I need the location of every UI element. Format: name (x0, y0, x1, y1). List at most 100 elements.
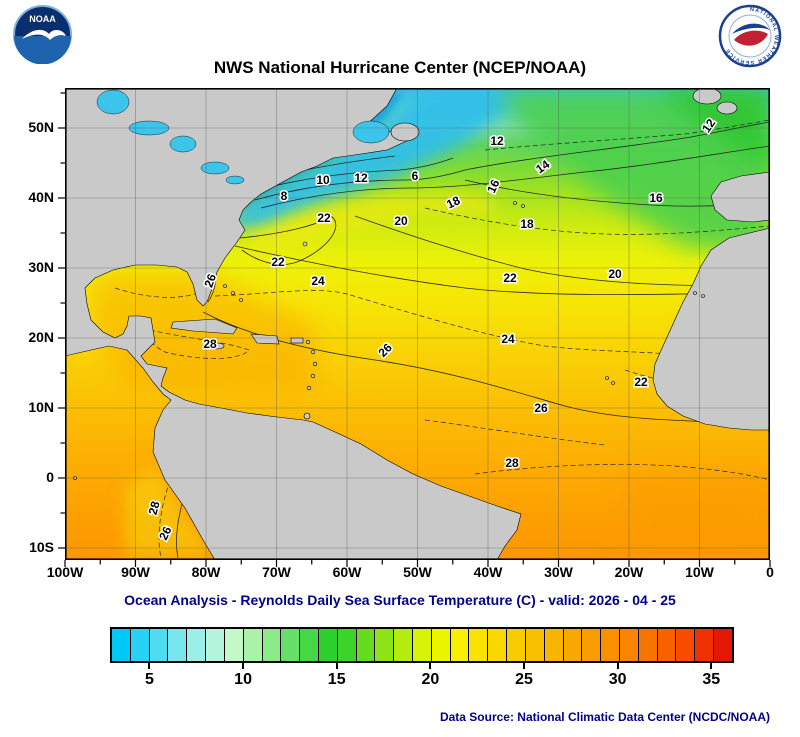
lat-axis-label: 30N (28, 259, 54, 275)
colorbar-segment (318, 629, 338, 661)
island-azores (513, 201, 517, 205)
great-lake (169, 135, 197, 153)
island-azores (521, 204, 525, 208)
lon-axis-label: 50W (403, 564, 432, 580)
colorbar-segment (507, 629, 526, 661)
contour-label: 6 (412, 169, 419, 183)
colorbar-segment (488, 629, 508, 661)
land-iberia (710, 171, 770, 223)
colorbar-tick (616, 663, 619, 669)
colorbar-tick (710, 663, 713, 669)
contour-label: 28 (505, 456, 519, 470)
colorbar-segment (224, 629, 244, 661)
land-british-isles-2 (716, 101, 738, 115)
lon-axis-label: 60W (332, 564, 362, 580)
contour-label: 8 (281, 189, 288, 203)
colorbar-segment (337, 629, 357, 661)
colorbar-tick-label: 30 (608, 671, 627, 688)
colorbar-segment (638, 629, 658, 661)
lon-axis-label: 0 (766, 564, 774, 580)
colorbar (110, 627, 734, 663)
colorbar-ticks: 5 10 15 20 25 30 35 (112, 663, 730, 695)
lon-axis-labels: 100W 90W 80W 70W 60W 50W 40W 30W 20W 10W 0 (47, 564, 774, 584)
grid-lines (65, 88, 770, 560)
colorbar-segment (714, 629, 732, 661)
land-british-isles (692, 88, 722, 105)
island-antilles (310, 373, 316, 379)
land-group (65, 88, 770, 560)
colorbar-segment (563, 629, 583, 661)
contour-label: 16 (649, 191, 663, 205)
colorbar-segment (206, 629, 225, 661)
lon-axis-label: 90W (121, 564, 150, 580)
island-bahamas (231, 291, 235, 295)
colorbar-segment (413, 629, 432, 661)
colorbar-segment (544, 629, 564, 661)
gulf-stream-warm-tongue (243, 192, 495, 252)
colorbar-tick (335, 663, 338, 669)
contour-label: 22 (503, 271, 517, 285)
colorbar-segment (130, 629, 150, 661)
map-area: 8 10 12 6 12 12 14 16 16 18 18 20 20 22 22 22 22 24 24 26 26… (58, 88, 771, 567)
island-trinidad (303, 412, 311, 420)
colorbar-segment (601, 629, 620, 661)
contour-label: 22 (271, 255, 285, 269)
island-canaries (693, 291, 697, 295)
land-africa (652, 227, 770, 431)
colorbar-segment (300, 629, 319, 661)
island-hispaniola (250, 333, 280, 345)
colorbar-tick (242, 663, 245, 669)
lat-axis-labels: 50N 40N 30N 20N 10N 0 10S (0, 88, 58, 560)
island-cape-verde (605, 376, 609, 380)
land-americas (65, 88, 522, 560)
contour-label: 26 (534, 401, 548, 415)
colorbar-tick-label: 25 (515, 671, 533, 688)
island-newfoundland (390, 122, 420, 142)
map-frame (65, 88, 771, 560)
lon-axis-label: 80W (191, 564, 221, 580)
lat-axis-label: 20N (28, 329, 54, 345)
colorbar-segment (375, 629, 395, 661)
island-bahamas (223, 284, 227, 288)
lat-axis-label: 10N (28, 399, 54, 415)
colorbar-segment (356, 629, 376, 661)
colorbar-segment (262, 629, 282, 661)
lakes-group (96, 89, 390, 185)
axis-ticks (58, 92, 771, 567)
lon-axis-label: 20W (614, 564, 644, 580)
island-puerto-rico (290, 337, 304, 344)
noaa-logo-lower-half (14, 36, 71, 64)
noaa-logo-text: NOAA (29, 14, 56, 24)
colorbar-segment (676, 629, 696, 661)
lat-axis-label: 10S (29, 539, 54, 555)
contour-label: 20 (394, 214, 408, 228)
contour-label: 24 (501, 332, 515, 346)
page-title: NWS National Hurricane Center (NCEP/NOAA… (213, 58, 587, 77)
contour-label: 22 (634, 375, 648, 389)
colorbar-segment (281, 629, 301, 661)
colorbar-segment (582, 629, 602, 661)
contour-label: 18 (520, 217, 534, 231)
contour-label: 20 (608, 267, 622, 281)
colorbar-tick-label: 10 (234, 671, 252, 688)
island-canaries (701, 294, 705, 298)
gulf-of-guinea-warm-patch (625, 468, 770, 558)
colorbar-segment (525, 629, 545, 661)
contour-label: 28 (203, 337, 217, 351)
colorbar-tick-label: 35 (702, 671, 721, 688)
colorbar-segment (450, 629, 470, 661)
colorbar-segment (112, 629, 131, 661)
colorbar-segment (243, 629, 263, 661)
colorbar-segment (394, 629, 413, 661)
great-lake (225, 175, 245, 185)
contour-label: 12 (490, 134, 504, 148)
noaa-gull-icon (22, 29, 66, 40)
contour-label: 10 (316, 173, 330, 187)
colorbar-tick-label: 20 (421, 671, 440, 688)
lat-axis-label: 40N (28, 189, 54, 205)
colorbar-tick (429, 663, 432, 669)
colorbar-segment (695, 629, 714, 661)
island-bahamas (239, 298, 243, 302)
lon-axis-label: 40W (473, 564, 503, 580)
